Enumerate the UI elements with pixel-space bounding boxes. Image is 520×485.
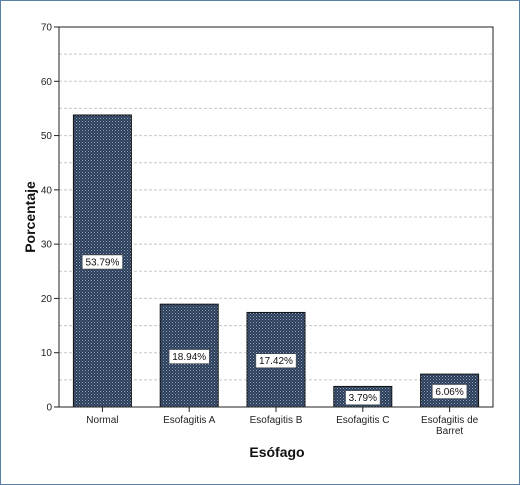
data-label: 17.42% bbox=[259, 356, 293, 367]
data-label-box bbox=[82, 254, 123, 270]
y-axis-title: Porcentaje bbox=[22, 181, 38, 253]
y-tick-label: 50 bbox=[41, 131, 53, 142]
axes: 0 10 20 30 40 50 60 70 Normal Esofagitis A Esofagi… bbox=[41, 23, 494, 437]
data-label: 6.06% bbox=[435, 387, 463, 398]
y-tick-label: 10 bbox=[41, 348, 53, 359]
x-tick-label: Esofagitis B bbox=[250, 415, 303, 426]
x-tick-label: Esofagitis C bbox=[336, 415, 389, 426]
y-tick-label: 0 bbox=[46, 403, 52, 414]
y-tick-label: 20 bbox=[41, 294, 53, 305]
data-label-box bbox=[255, 353, 297, 368]
data-label-box bbox=[432, 384, 468, 399]
x-tick-label: Esofagitis A bbox=[163, 415, 216, 426]
x-tick-label: Normal bbox=[86, 415, 118, 426]
data-label-box bbox=[345, 390, 381, 405]
data-label: 3.79% bbox=[349, 393, 377, 404]
data-label: 18.94% bbox=[172, 352, 206, 363]
bars: 53.79% 18.94% 17.42% 3.79% 6.06% bbox=[72, 114, 480, 408]
y-tick-label: 60 bbox=[41, 77, 53, 88]
y-tick-label: 30 bbox=[41, 240, 53, 251]
data-label: 53.79% bbox=[85, 257, 119, 268]
y-tick-label: 40 bbox=[41, 185, 53, 196]
data-label-box bbox=[168, 349, 210, 364]
x-axis-title: Esófago bbox=[249, 444, 304, 460]
y-tick-label: 70 bbox=[41, 23, 53, 34]
x-tick-label: Esofagitis de Barret bbox=[421, 415, 479, 437]
